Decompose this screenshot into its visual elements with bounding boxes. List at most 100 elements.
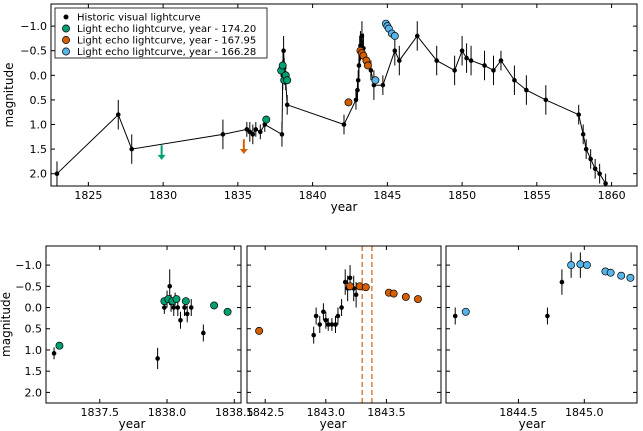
- data-point: [325, 322, 331, 327]
- data-point: [401, 292, 410, 301]
- y-tick-label: 1.0: [30, 119, 48, 132]
- data-point: [210, 301, 219, 310]
- legend-marker: [62, 47, 70, 56]
- series-historic-visual-lightcurve: [311, 265, 359, 344]
- legend-entry-historic-visual-lightcurve: Historic visual lightcurve: [63, 13, 201, 24]
- data-point: [175, 305, 181, 310]
- series-light-echo-lightcurve-year-174-20: [262, 61, 292, 124]
- data-point: [545, 313, 550, 319]
- x-tick-label: 1844.5: [499, 406, 538, 419]
- data-point: [178, 317, 183, 323]
- data-point: [434, 58, 439, 63]
- legend-marker: [62, 24, 70, 33]
- data-point: [592, 166, 598, 172]
- arrow-2: [239, 139, 248, 155]
- data-point: [390, 32, 399, 40]
- data-point: [323, 317, 329, 323]
- data-point: [255, 326, 264, 335]
- data-point: [55, 341, 64, 350]
- data-point: [184, 311, 190, 317]
- data-point: [397, 58, 402, 63]
- data-point: [368, 68, 374, 73]
- series-light-echo-lightcurve-year-166-28: [371, 19, 399, 85]
- data-point: [344, 98, 353, 107]
- data-point: [559, 279, 565, 285]
- plot-area: [452, 252, 635, 325]
- axes-frame: [45, 245, 242, 404]
- legend-entry-light-echo-lightcurve-year-167-95: Light echo lightcurve, year - 167.95: [62, 36, 256, 47]
- data-point: [353, 97, 359, 103]
- data-point: [129, 146, 135, 152]
- data-point: [333, 322, 338, 327]
- data-point: [253, 127, 259, 132]
- y-tick-label: 0.0: [30, 69, 48, 82]
- data-point: [617, 271, 626, 280]
- data-point: [281, 48, 286, 54]
- data-point: [371, 76, 380, 85]
- data-point: [279, 132, 285, 137]
- data-point: [54, 171, 60, 177]
- plot-area: [51, 269, 232, 370]
- legend-label: Light echo lightcurve, year - 167.95: [77, 36, 256, 47]
- data-point: [452, 68, 457, 73]
- data-point: [582, 261, 591, 270]
- data-point: [115, 112, 121, 117]
- data-point: [181, 297, 190, 306]
- data-point: [347, 275, 353, 281]
- x-tick-label: 1842.5: [246, 406, 285, 419]
- plot-area: [54, 19, 608, 186]
- data-point: [341, 122, 347, 127]
- data-point: [583, 146, 589, 152]
- data-point: [355, 87, 360, 93]
- data-point: [459, 48, 465, 54]
- data-point: [317, 322, 323, 327]
- x-tick-label: 1830: [149, 189, 177, 202]
- data-point: [452, 313, 458, 319]
- data-point: [603, 181, 608, 186]
- data-point: [512, 77, 517, 83]
- y-axis-label: magnitude: [0, 292, 13, 357]
- legend-label: Light echo lightcurve, year - 174.20: [77, 24, 256, 35]
- series-light-echo-lightcurve-year-167-95: [344, 46, 372, 107]
- data-point: [606, 268, 615, 277]
- x-tick-label: 1845: [373, 189, 401, 202]
- series-light-echo-lightcurve-year-167-95: [255, 282, 422, 335]
- x-tick-label: 1850: [448, 189, 476, 202]
- data-point: [580, 132, 586, 137]
- zoom-panel-1838: 1837.5 1838.0 1838.5 −1.0 −0.5 0.0 0.5 1.0 1.5 2.…: [0, 245, 254, 431]
- main-lightcurve-panel: 1825 1830 1835 1840 1845 1850 1855 1860 −1.0 −0.5…: [2, 3, 638, 214]
- x-tick-label: 1825: [74, 189, 102, 202]
- y-tick-label: −0.5: [15, 280, 42, 293]
- data-point: [171, 305, 177, 310]
- plot-area: [255, 246, 422, 403]
- series-historic-visual-lightcurve: [452, 252, 583, 325]
- data-point: [339, 305, 344, 310]
- data-point: [464, 55, 469, 61]
- data-point: [278, 61, 287, 70]
- data-point: [250, 132, 256, 137]
- x-axis-label: year: [519, 417, 546, 431]
- data-point: [188, 305, 194, 310]
- arrow-head: [157, 154, 166, 160]
- legend-marker: [63, 14, 69, 20]
- data-point: [392, 48, 398, 54]
- data-point: [353, 292, 359, 298]
- data-point: [524, 87, 529, 93]
- data-point: [167, 284, 173, 289]
- data-point: [389, 289, 398, 298]
- y-tick-label: 0.5: [25, 323, 43, 336]
- data-point: [283, 76, 292, 85]
- data-point: [223, 307, 232, 316]
- data-point: [380, 82, 386, 88]
- data-point: [468, 58, 474, 63]
- y-tick-label: −1.0: [20, 20, 47, 33]
- zoom-panel-1843: 1842.5 1843.0 1843.5 year: [246, 245, 442, 431]
- x-tick-label: 1838.0: [148, 406, 187, 419]
- legend-box: [54, 7, 268, 59]
- y-tick-label: −1.0: [15, 259, 42, 272]
- legend-label: Light echo lightcurve, year - 166.28: [77, 47, 256, 58]
- data-point: [346, 282, 355, 291]
- y-tick-label: 0.0: [25, 302, 43, 315]
- y-tick-label: 1.5: [25, 365, 43, 378]
